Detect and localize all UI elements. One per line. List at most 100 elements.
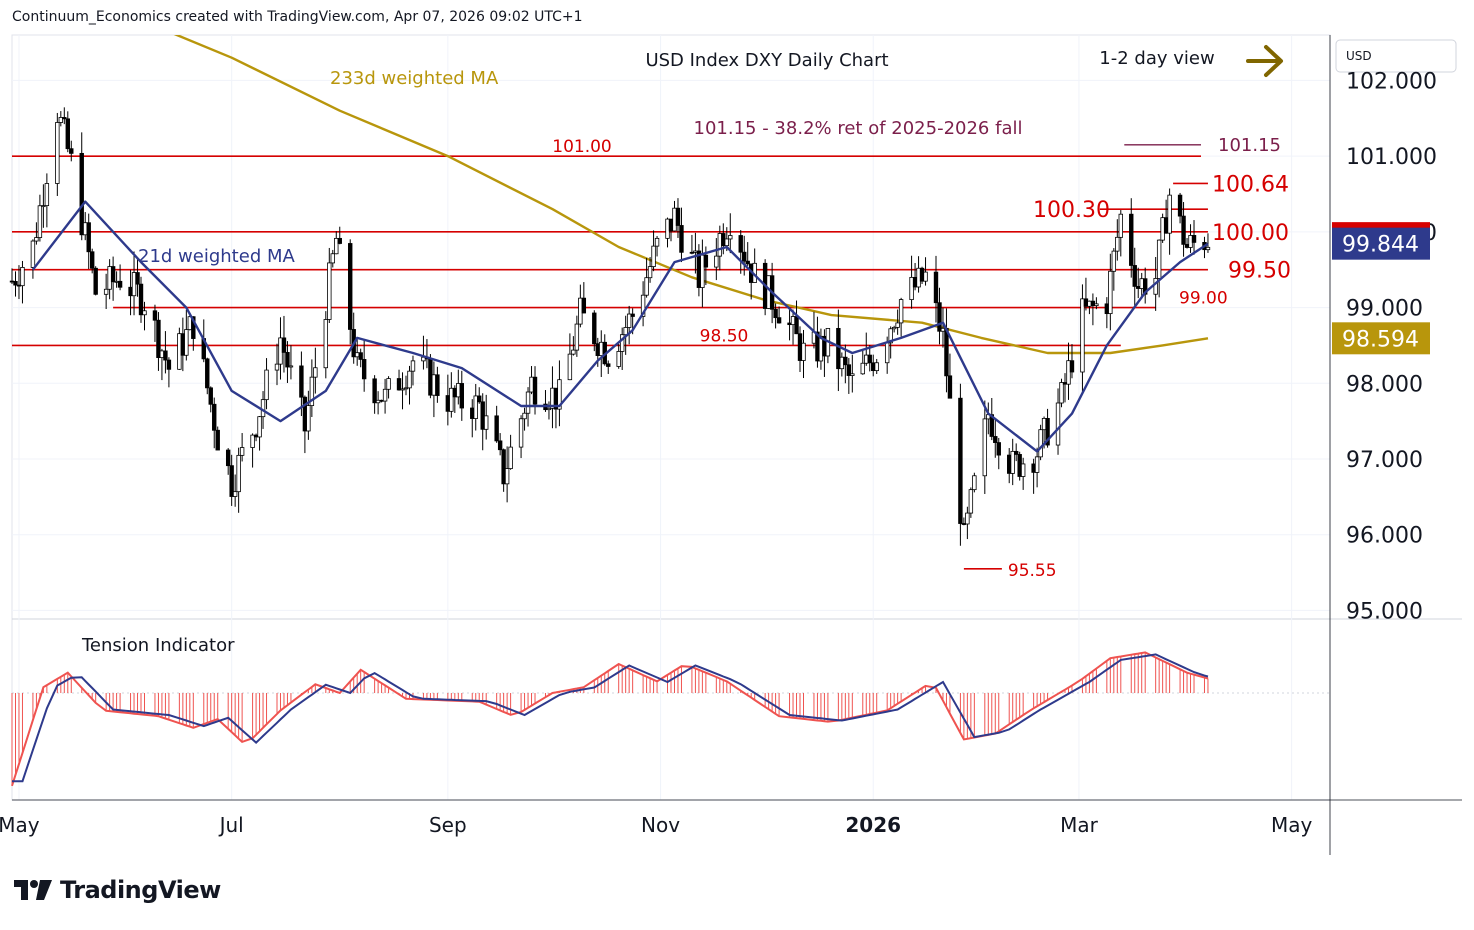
candle-body — [818, 335, 824, 362]
candle-body — [891, 326, 897, 330]
ma21-line-group — [31, 200, 1209, 453]
ma233-label: 233d weighted MA — [330, 68, 499, 89]
candle-body — [1045, 417, 1050, 446]
level-label-99.00: 99.00 — [1179, 289, 1228, 309]
candle-body — [616, 351, 621, 367]
right-arrow-icon — [1246, 45, 1283, 77]
candle-body — [626, 313, 632, 328]
y-tick-label: 97.000 — [1346, 448, 1423, 473]
candle-body — [1136, 286, 1141, 289]
candle-body — [435, 374, 440, 396]
candle-body — [177, 333, 182, 370]
candle-body — [923, 271, 928, 282]
candle-body — [205, 358, 210, 389]
candle-body — [163, 350, 168, 361]
candle-body — [1059, 382, 1064, 404]
candle-body — [1038, 429, 1043, 458]
candle-body — [473, 395, 478, 419]
candle-body — [477, 395, 482, 403]
x-tick-label: 2026 — [845, 813, 901, 837]
candle-body — [9, 280, 15, 283]
y-tick-label: 98.000 — [1346, 372, 1423, 397]
candle-body — [1031, 463, 1036, 473]
candle-body — [386, 378, 391, 390]
candle-body — [1160, 217, 1165, 241]
chart-header: Continuum_Economics created with Trading… — [12, 9, 583, 25]
candle-body — [330, 253, 335, 264]
candle-body — [797, 333, 803, 361]
candle-body — [1090, 300, 1096, 307]
y-tick-label: 95.000 — [1346, 599, 1423, 624]
x-tick-label: Nov — [641, 813, 680, 837]
candle-body — [937, 302, 942, 332]
tension-title: Tension Indicator — [81, 635, 235, 656]
tension-signal-line — [12, 653, 1209, 783]
candle-body — [665, 218, 670, 239]
candle-body — [428, 358, 433, 396]
candle-body — [839, 356, 845, 370]
candle-body — [1167, 194, 1172, 234]
level-label-100.00: 100.00 — [1212, 221, 1289, 246]
price-label-text: 99.844 — [1342, 233, 1419, 258]
candle-body — [431, 374, 437, 396]
candle-body — [20, 267, 25, 287]
candle-body — [449, 387, 454, 412]
x-tick-label: May — [0, 813, 40, 837]
candle-body — [1188, 235, 1193, 248]
candle-body — [285, 352, 290, 368]
candle-body — [65, 118, 70, 150]
tension-panel: Tension Indicator — [11, 635, 1330, 787]
candle-body — [871, 362, 876, 372]
candle-body — [668, 218, 674, 232]
candle-body — [630, 313, 635, 317]
candle-body — [1041, 417, 1047, 431]
candle-body — [86, 222, 91, 253]
candle-body — [850, 373, 855, 376]
candle-body — [1017, 454, 1022, 477]
candle-body — [836, 327, 841, 370]
candle-body — [867, 354, 872, 364]
candle-body — [361, 359, 367, 380]
candle-body — [494, 415, 499, 442]
candle-body — [1191, 235, 1197, 243]
tradingview-brand: TradingView — [60, 876, 221, 904]
currency-label: USD — [1346, 49, 1372, 63]
candle-body — [1111, 250, 1117, 272]
candle-body — [623, 327, 628, 336]
candle-body — [508, 446, 513, 469]
candle-body — [44, 183, 50, 207]
candle-body — [410, 360, 416, 372]
candle-body — [166, 359, 172, 370]
candle-body — [1083, 298, 1089, 307]
candle-body — [745, 260, 750, 265]
candle-body — [79, 152, 84, 236]
candle-body — [1069, 360, 1075, 373]
tradingview-logo[interactable]: TradingView — [14, 876, 221, 904]
candle-body — [1066, 360, 1071, 385]
candle-body — [41, 205, 46, 208]
candle-body — [546, 407, 552, 411]
candle-body — [989, 414, 994, 437]
candle-body — [972, 475, 977, 491]
candle-body — [459, 383, 464, 409]
candle-body — [738, 235, 743, 253]
candle-body — [83, 222, 88, 236]
candle-body — [679, 225, 684, 253]
candle-body — [518, 418, 524, 448]
candle-body — [180, 333, 186, 356]
fib-label: 101.15 — [1218, 135, 1281, 156]
candle-body — [571, 349, 576, 355]
candle-body — [787, 322, 792, 326]
candle-body — [874, 362, 879, 372]
level-label-98.50: 98.50 — [700, 326, 749, 346]
candle-body — [264, 369, 269, 401]
candle-body — [407, 370, 412, 389]
candle-body — [1139, 278, 1144, 289]
candle-body — [69, 148, 74, 154]
candle-body — [1087, 300, 1092, 307]
candle-body — [993, 436, 998, 443]
tradingview-logo-icon — [14, 880, 52, 900]
candle-body — [184, 329, 189, 356]
candle-body — [864, 354, 869, 364]
candle-body — [281, 337, 287, 353]
